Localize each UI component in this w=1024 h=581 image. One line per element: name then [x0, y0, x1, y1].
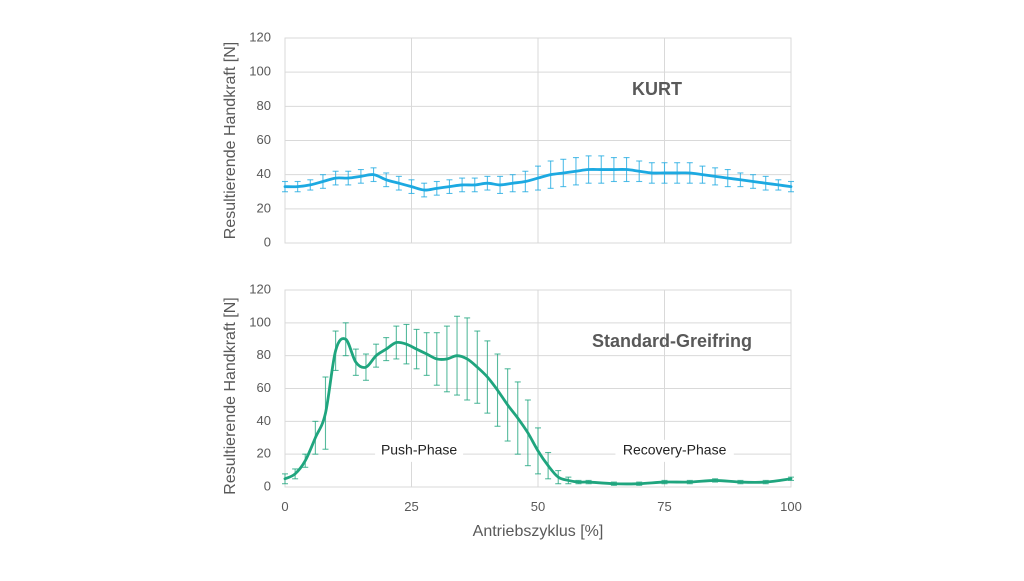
standard-ytick-label: 20: [257, 446, 271, 461]
standard-ytick-label: 100: [249, 314, 271, 329]
standard-panel: 0 20 40 60 80 100 120 0 25 50 75 100 Push-Phase Rec…: [222, 281, 802, 514]
kurt-ytick-label: 0: [264, 234, 271, 249]
standard-series-line: [283, 337, 793, 486]
standard-xtick-label: 25: [404, 499, 418, 514]
standard-annotation-bg: [615, 439, 734, 462]
x-axis-label: Antriebszyklus [%]: [473, 523, 604, 540]
standard-xtick-label: 100: [780, 499, 802, 514]
kurt-ytick-label: 100: [249, 64, 271, 79]
standard-x-ticks: 0 25 50 75 100: [281, 499, 801, 514]
standard-ytick-label: 120: [249, 281, 271, 296]
standard-series: [282, 315, 794, 486]
standard-xtick-label: 0: [281, 499, 288, 514]
standard-xtick-label: 75: [657, 499, 671, 514]
standard-y-axis-label: Resultierende Handkraft [N]: [222, 297, 239, 494]
standard-y-ticks: 0 20 40 60 80 100 120: [249, 281, 271, 493]
standard-annotation-bg: [375, 439, 464, 462]
kurt-series: [282, 155, 794, 198]
kurt-ytick-label: 120: [249, 29, 271, 44]
kurt-ytick-label: 60: [257, 132, 271, 147]
standard-ytick-label: 0: [264, 478, 271, 493]
kurt-y-ticks: 0 20 40 60 80 100 120: [249, 29, 271, 249]
kurt-ytick-label: 80: [257, 98, 271, 113]
kurt-plot-frame: [284, 37, 792, 244]
standard-plot-frame: [284, 289, 792, 488]
standard-title: Standard-Greifring: [592, 331, 752, 351]
kurt-title: KURT: [632, 79, 682, 99]
standard-ytick-label: 60: [257, 380, 271, 395]
standard-annotation: Recovery-Phase: [623, 442, 727, 458]
standard-annotations: Push-Phase Recovery-Phase: [375, 439, 734, 462]
standard-ytick-label: 80: [257, 347, 271, 362]
kurt-ytick-label: 20: [257, 200, 271, 215]
kurt-ytick-label: 40: [257, 166, 271, 181]
kurt-series-line: [283, 168, 793, 192]
kurt-gridlines: [284, 37, 792, 244]
standard-xtick-label: 50: [531, 499, 545, 514]
kurt-y-axis-label: Resultierende Handkraft [N]: [222, 42, 239, 239]
kurt-panel: 0 20 40 60 80 100 120 Resultierende Handkraft …: [222, 29, 794, 249]
standard-ytick-label: 40: [257, 413, 271, 428]
standard-annotation: Push-Phase: [381, 442, 457, 458]
